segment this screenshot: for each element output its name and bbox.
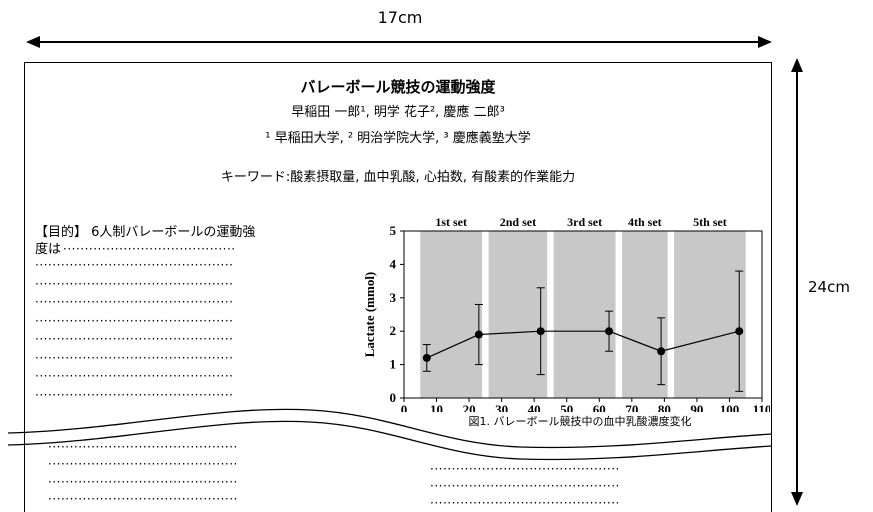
dotted-line: ········································… — [48, 475, 238, 489]
wave-line-bottom — [7, 420, 773, 461]
y-tick-label: 1 — [390, 357, 397, 372]
purpose-text-line-1: 【目的】 6人制バレーボールの運動強 — [35, 225, 256, 240]
lactate-chart: 1st set 2nd set 3rd set 4th set 5th set 0 1 2 3 4… — [362, 215, 770, 412]
x-tick-label: 30 — [495, 402, 508, 412]
paper-title: バレーボール競技の運動強度 — [300, 78, 496, 96]
x-tick-label: 80 — [658, 402, 671, 412]
series-line — [426, 330, 740, 359]
set-band — [622, 231, 668, 398]
dotted-line: ········································… — [35, 387, 234, 402]
purpose-text-line-2: 度は — [35, 242, 62, 257]
data-point — [735, 327, 744, 336]
height-arrow-top-head — [791, 58, 803, 72]
set-label: 5th set — [693, 215, 727, 229]
set-label: 3rd set — [567, 215, 602, 229]
dotted-line: ········································… — [430, 496, 620, 510]
paper-sheet — [24, 62, 772, 512]
data-point — [605, 327, 614, 336]
data-point — [474, 330, 483, 339]
set-label: 1st set — [435, 215, 467, 229]
data-point — [422, 353, 431, 362]
dotted-line: ········································… — [48, 492, 238, 506]
placeholder-dots: ········································ — [63, 242, 236, 256]
y-tick-label: 3 — [390, 290, 397, 305]
set-label: 4th set — [628, 215, 662, 229]
dotted-line: ········································… — [430, 479, 620, 493]
width-arrow-right-head — [758, 36, 772, 48]
data-point — [657, 347, 666, 356]
set-band — [674, 231, 746, 398]
paper-authors: 早稲田 一郎¹, 明学 花子², 慶應 二郎³ — [291, 105, 505, 120]
x-tick-label: 40 — [528, 402, 541, 412]
x-tick-label: 10 — [430, 402, 443, 412]
x-tick-label: 60 — [593, 402, 606, 412]
page-break-wave — [7, 408, 773, 461]
x-tick-label: 90 — [690, 402, 703, 412]
dotted-line: ········································… — [48, 440, 238, 454]
width-dimension-label: 17cm — [377, 8, 423, 27]
dotted-line: ········································… — [430, 462, 620, 476]
dotted-line: ········································… — [35, 295, 234, 309]
set-band — [488, 231, 548, 398]
x-tick-label: 100 — [720, 402, 740, 412]
height-dimension-label: 24cm — [808, 278, 850, 296]
data-point — [536, 327, 545, 336]
plot-frame — [403, 230, 763, 399]
y-tick-label: 4 — [390, 256, 397, 271]
dotted-line: ········································… — [35, 350, 234, 365]
dotted-line: ········································… — [35, 258, 234, 272]
paper-keywords: キーワード:酸素摂取量, 血中乳酸, 心拍数, 有酸素的作業能力 — [220, 170, 576, 185]
x-tick-label: 20 — [463, 402, 476, 412]
y-tick-label: 5 — [390, 223, 397, 238]
set-label: 2nd set — [500, 215, 536, 229]
height-arrow-bottom-head — [791, 492, 803, 506]
x-tick-label: 70 — [625, 402, 638, 412]
set-band — [553, 231, 616, 398]
dotted-line: ········································… — [48, 457, 238, 471]
dotted-line: ········································… — [35, 313, 234, 328]
wave-line-top — [7, 408, 773, 449]
x-tick-label: 110 — [753, 402, 770, 412]
y-tick-label: 2 — [390, 323, 397, 338]
set-band — [420, 231, 483, 398]
width-arrow-left-head — [26, 36, 40, 48]
x-tick-label: 50 — [560, 402, 573, 412]
dotted-line: ········································… — [35, 369, 234, 383]
paper-affiliations: ¹ 早稲田大学, ² 明治学院大学, ³ 慶應義塾大学 — [265, 131, 531, 146]
y-axis-label: Lactate (mmol) — [362, 272, 377, 358]
y-tick-label: 0 — [390, 390, 397, 405]
figure-caption: 図1. バレーボール競技中の血中乳酸濃度変化 — [468, 415, 692, 428]
x-tick-label: 0 — [401, 402, 408, 412]
dotted-line: ········································… — [35, 332, 234, 346]
dotted-line: ········································… — [35, 276, 234, 291]
